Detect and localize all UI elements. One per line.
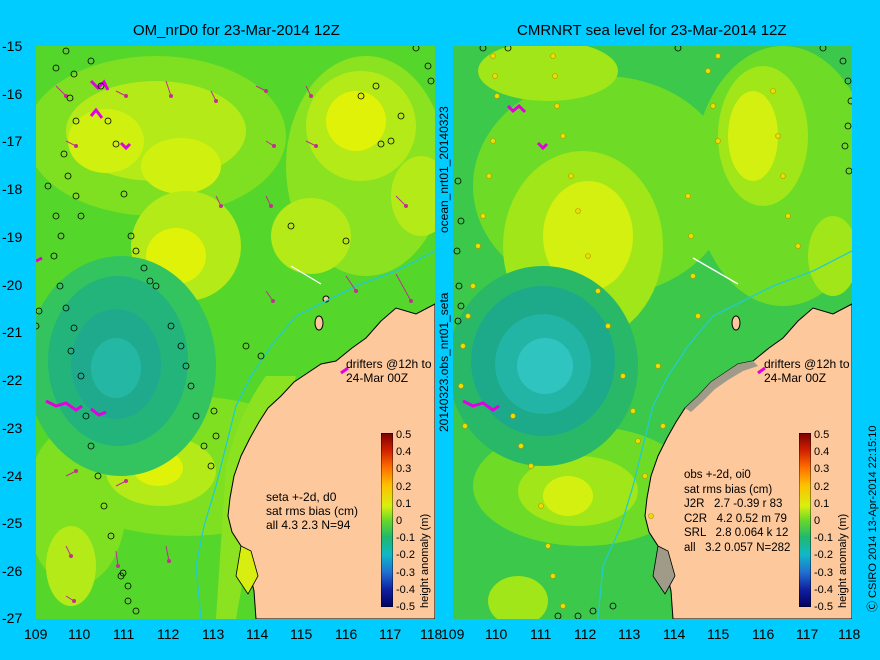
- colorbar-tick: 0.4: [814, 446, 830, 459]
- left-stats: seta +-2d, d0 sat rms bias (cm) all 4.3 …: [266, 490, 359, 532]
- colorbar-tick: -0.3: [396, 566, 415, 579]
- right-colorbar-ticks: 0.5 0.4 0.3 0.2 0.1 0 -0.1 -0.2 -0.3 -0.…: [814, 427, 833, 616]
- right-colorbar-label: height anomaly (m): [837, 513, 849, 608]
- credit-label: Ⓒ CSIRO 2014 13-Apr-2014 22:15:10: [867, 425, 879, 612]
- colorbar-tick: 0: [396, 515, 403, 528]
- lat-tick: -16: [2, 86, 23, 102]
- colorbar-tick: 0.2: [814, 480, 830, 493]
- lon-tick: 111: [113, 626, 135, 642]
- right-colorbar: [799, 433, 811, 607]
- lat-tick: -25: [2, 515, 23, 531]
- colorbar-tick: -0.1: [814, 532, 833, 545]
- lat-tick: -22: [2, 372, 23, 388]
- colorbar-tick: 0.3: [396, 463, 412, 476]
- observation-points: [453, 46, 852, 619]
- lon-tick: 118: [420, 626, 443, 642]
- obs-file-label: 20140323.obs_nrt01_seta: [437, 292, 451, 432]
- colorbar-tick: 0.1: [396, 497, 412, 510]
- colorbar-tick: -0.5: [814, 601, 833, 614]
- lat-tick: -24: [2, 468, 23, 484]
- satellite-track-points: [458, 53, 801, 609]
- colorbar-tick: 0.1: [814, 497, 830, 510]
- colorbar-tick: -0.1: [396, 532, 415, 545]
- right-drifter-note: drifters @12h to 24-Mar 00Z: [764, 357, 850, 385]
- lat-tick: -18: [2, 181, 23, 197]
- lat-tick: -21: [2, 324, 23, 340]
- lon-tick: 112: [157, 626, 180, 642]
- colorbar-tick: 0.2: [396, 480, 412, 493]
- lon-tick: 110: [485, 626, 508, 642]
- lat-tick: -15: [2, 38, 23, 54]
- left-panel-title: OM_nrD0 for 23-Mar-2014 12Z: [133, 22, 340, 39]
- colorbar-tick: -0.3: [814, 566, 833, 579]
- colorbar-tick: 0.5: [396, 429, 412, 441]
- lon-tick: 116: [335, 626, 358, 642]
- lon-tick: 113: [202, 626, 225, 642]
- colorbar-tick: -0.2: [814, 549, 833, 562]
- lon-tick: 114: [663, 626, 686, 642]
- lon-tick: 110: [68, 626, 91, 642]
- drifter-tracks: [462, 103, 766, 412]
- lon-tick: 115: [290, 626, 313, 642]
- colorbar-tick: -0.5: [396, 601, 415, 614]
- model-run-label: ocean_nrt01_20140323: [437, 106, 451, 233]
- left-drifter-note: drifters @12h to 24-Mar 00Z: [346, 357, 432, 385]
- lat-tick: -20: [2, 277, 23, 293]
- lon-axis-right: 109 110 111 112 113 114 115 116 117 118: [0, 626, 880, 646]
- right-stats: obs +-2d, oi0 sat rms bias (cm) J2R 2.7 …: [684, 469, 791, 554]
- lon-tick: 115: [707, 626, 730, 642]
- lat-tick: -19: [2, 229, 23, 245]
- lon-tick: 118: [838, 626, 861, 642]
- colorbar-tick: 0.5: [814, 429, 830, 441]
- lon-axis-left: 109 110 111 112 113 114 115 116 117 118: [0, 626, 443, 646]
- left-colorbar: [381, 433, 393, 607]
- right-map: [453, 46, 852, 619]
- lon-tick: 109: [441, 626, 465, 642]
- right-panel-title: CMRNRT sea level for 23-Mar-2014 12Z: [517, 22, 787, 39]
- lat-tick: -27: [2, 610, 23, 626]
- lon-tick: 117: [379, 626, 402, 642]
- lat-tick: -17: [2, 133, 23, 149]
- left-colorbar-ticks: 0.5 0.4 0.3 0.2 0.1 0 -0.1 -0.2 -0.3 -0.…: [396, 427, 415, 616]
- lon-tick: 116: [752, 626, 775, 642]
- colorbar-tick: -0.2: [396, 549, 415, 562]
- colorbar-tick: -0.4: [814, 583, 833, 596]
- lon-tick: 111: [530, 626, 552, 642]
- lon-tick: 114: [246, 626, 269, 642]
- lon-tick: 117: [796, 626, 819, 642]
- colorbar-tick: 0.4: [396, 446, 412, 459]
- lat-tick: -23: [2, 420, 23, 436]
- drifter-tracks: [36, 79, 349, 417]
- lon-tick: 109: [24, 626, 48, 642]
- lon-tick: 113: [618, 626, 641, 642]
- lon-tick: 112: [574, 626, 597, 642]
- lat-axis: -15 -16 -17 -18 -19 -20 -21 -22 -23 -24 …: [0, 0, 36, 660]
- lat-tick: -26: [2, 563, 23, 579]
- colorbar-tick: 0.3: [814, 463, 830, 476]
- observation-points: [36, 46, 435, 615]
- left-colorbar-label: height anomaly (m): [419, 513, 431, 608]
- colorbar-tick: 0: [814, 515, 821, 528]
- velocity-vectors: [55, 80, 413, 603]
- colorbar-tick: -0.4: [396, 583, 415, 596]
- left-map: [36, 46, 435, 619]
